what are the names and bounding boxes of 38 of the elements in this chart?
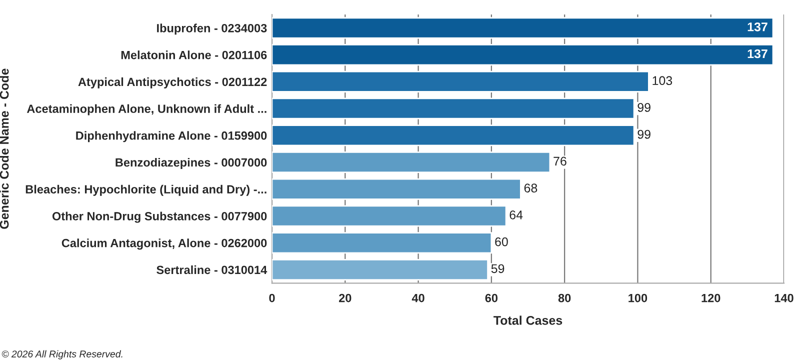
data-label: 68 (524, 184, 538, 192)
x-tick-label: 100 (628, 294, 648, 302)
x-tick-label: 80 (558, 294, 571, 302)
bar (272, 70, 650, 92)
data-label: 137 (748, 49, 768, 58)
text: © 2026 All Rights Reserved. (2, 350, 122, 360)
y-tick-label: Calcium Antagonist, Alone - 0262000 (62, 238, 267, 250)
data-label: 99 (638, 103, 650, 112)
y-axis-title: Generic Code Name - Code (0, 68, 9, 229)
x-tick-label: 120 (702, 294, 720, 302)
data-label: 64 (510, 210, 523, 220)
bar (272, 44, 774, 66)
y-tick-label: Acetaminophen Alone, Unknown if Adult ... (26, 104, 266, 116)
x-tick-label: 140 (774, 294, 794, 302)
x-tick-label: 40 (412, 294, 424, 302)
y-tick-label: Melatonin Alone - 0201106 (121, 50, 267, 60)
bar (272, 17, 774, 39)
data-label: 103 (652, 76, 672, 86)
x-tick-label: 0 (269, 294, 275, 302)
y-tick-label: Benzodiazepines - 0007000 (116, 158, 267, 169)
x-tick-label: 60 (485, 294, 498, 302)
bar (272, 232, 492, 254)
x-tick-label: 20 (338, 294, 352, 302)
data-label: 59 (491, 264, 504, 274)
x-axis-title: Total Cases (494, 316, 562, 325)
bar (272, 205, 507, 227)
data-label: 137 (748, 22, 768, 32)
data-label: 99 (638, 130, 650, 139)
y-tick-label: Diphenhydramine Alone - 0159900 (76, 131, 267, 142)
data-label: 60 (495, 237, 508, 246)
data-label: 76 (554, 156, 566, 166)
bar (272, 151, 551, 174)
y-tick-label: Bleaches: Hypochlorite (Liquid and Dry) -... (26, 184, 266, 196)
y-tick-label: Other Non-Drug Substances - 0077900 (52, 212, 267, 223)
y-tick-label: Ibuprofen - 0234003 (157, 24, 267, 35)
bar (272, 178, 522, 200)
y-tick-label: Sertraline - 0310014 (156, 265, 268, 274)
y-tick-label: Atypical Antipsychotics - 0201122 (78, 77, 267, 88)
